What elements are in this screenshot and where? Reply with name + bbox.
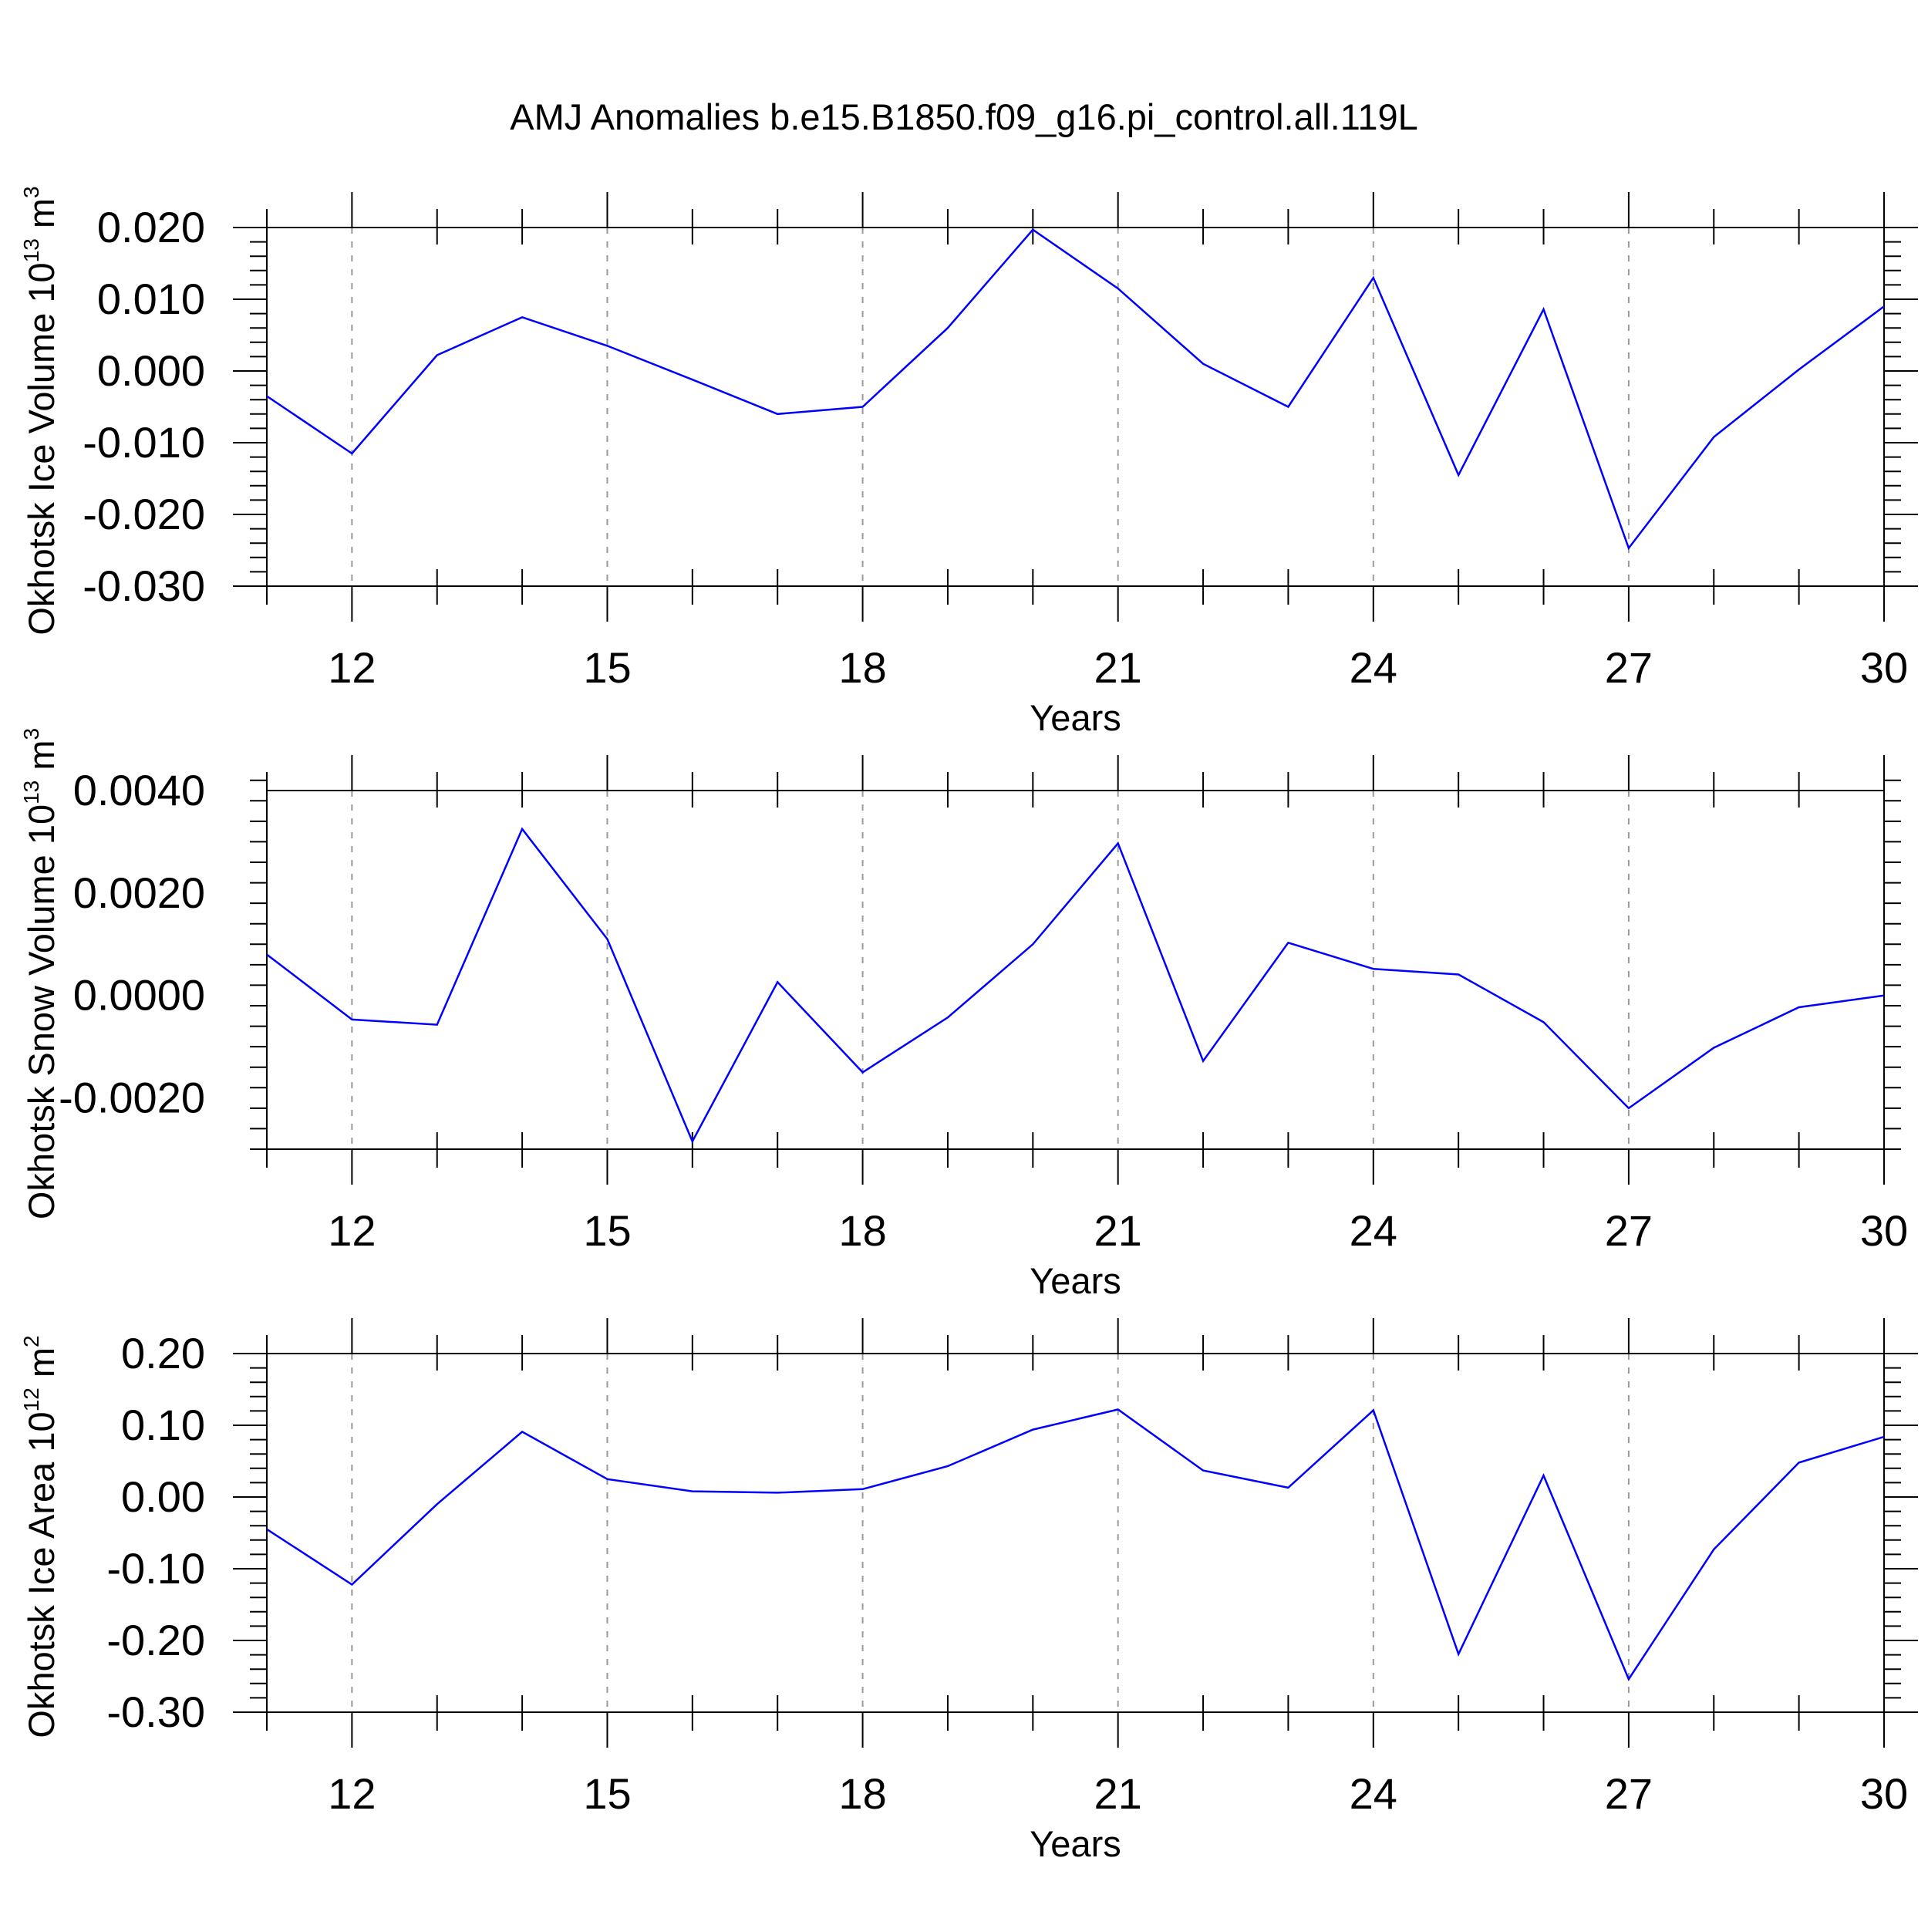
plot-frame — [266, 227, 1885, 587]
plot-frame — [266, 790, 1885, 1150]
y-tick-label: -0.30 — [106, 1688, 205, 1736]
x-tick-label: 18 — [838, 1769, 886, 1818]
series-line — [266, 827, 1885, 1144]
panel-3: 0.20 0.10 0.00 -0.10 -0.20 -0.30 12 15 18 21 24 27 3… — [19, 1318, 1918, 1864]
y-tick-label: -0.030 — [83, 561, 205, 610]
x-tick-label: 12 — [328, 1206, 376, 1255]
y-tick-label: 0.0040 — [73, 766, 205, 814]
y-tick-label: -0.0020 — [59, 1074, 205, 1122]
x-tick-label: 21 — [1094, 643, 1142, 692]
x-tick-label: 15 — [583, 1769, 631, 1818]
x-tick-label: 30 — [1860, 1206, 1908, 1255]
x-tick-label: 27 — [1605, 1206, 1653, 1255]
y-tick-label: 0.10 — [121, 1401, 205, 1449]
y-tick-label: 0.000 — [97, 346, 205, 395]
x-axis-title: Years — [1030, 1823, 1121, 1864]
y-tick-label: 0.0000 — [73, 971, 205, 1020]
panel-1: 0.020 0.010 0.000 -0.010 -0.020 -0.030 12 15 18 2… — [19, 186, 1918, 738]
x-tick-label: 12 — [328, 643, 376, 692]
x-tick-label: 21 — [1094, 1206, 1142, 1255]
series-line — [266, 228, 1885, 551]
x-tick-label: 24 — [1350, 643, 1397, 692]
x-tick-label: 27 — [1605, 643, 1653, 692]
panel-2: 0.0040 0.0020 0.0000 -0.0020 12 15 18 21 24 27 30 Y… — [19, 728, 1908, 1301]
y-tick-label: -0.20 — [106, 1616, 205, 1664]
x-tick-label: 15 — [583, 643, 631, 692]
x-tick-label: 24 — [1350, 1206, 1397, 1255]
y-tick-label: 0.010 — [97, 275, 205, 323]
x-tick-label: 30 — [1860, 643, 1908, 692]
x-tick-label: 30 — [1860, 1769, 1908, 1818]
y-tick-label: -0.010 — [83, 418, 205, 467]
y-axis-title: Okhotsk Ice Volume 1013 m3 — [19, 186, 62, 635]
x-tick-label: 24 — [1350, 1769, 1397, 1818]
x-tick-label: 21 — [1094, 1769, 1142, 1818]
chart-title: AMJ Anomalies b.e15.B1850.f09_g16.pi_con… — [510, 96, 1418, 137]
series-line — [266, 1408, 1885, 1681]
y-axis-title: Okhotsk Snow Volume 1013 m3 — [19, 728, 62, 1219]
x-tick-label: 18 — [838, 643, 886, 692]
x-tick-label: 18 — [838, 1206, 886, 1255]
y-tick-label: 0.00 — [121, 1472, 205, 1521]
x-tick-label: 27 — [1605, 1769, 1653, 1818]
x-tick-label: 12 — [328, 1769, 376, 1818]
y-tick-label: 0.20 — [121, 1329, 205, 1377]
y-axis-title: Okhotsk Ice Area 1012 m2 — [19, 1335, 62, 1738]
y-tick-label: 0.0020 — [73, 868, 205, 917]
x-tick-label: 15 — [583, 1206, 631, 1255]
plot-frame — [266, 1353, 1885, 1713]
x-axis-title: Years — [1030, 697, 1121, 738]
y-tick-label: -0.10 — [106, 1544, 205, 1593]
y-tick-label: 0.020 — [97, 203, 205, 251]
y-tick-label: -0.020 — [83, 490, 205, 538]
x-axis-title: Years — [1030, 1260, 1121, 1301]
